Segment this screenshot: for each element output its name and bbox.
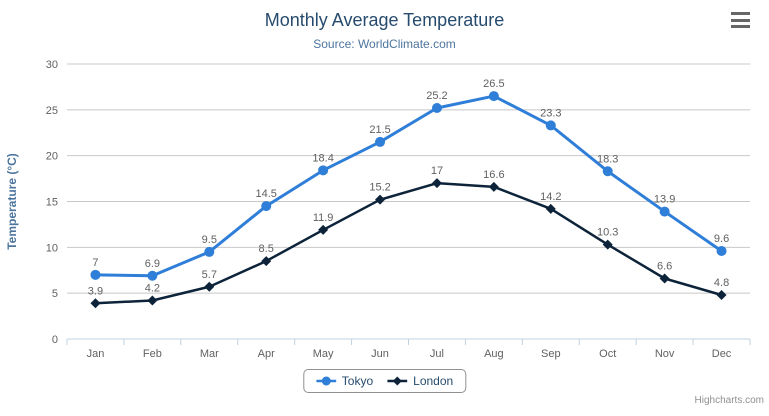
data-point-tokyo-apr[interactable] [261, 201, 272, 212]
data-label: 25.2 [426, 90, 447, 102]
data-label: 21.5 [369, 124, 390, 136]
x-axis-tick-label: Dec [712, 348, 732, 360]
hamburger-bar [731, 25, 750, 28]
data-label: 23.3 [540, 107, 561, 119]
data-label: 3.9 [88, 285, 103, 297]
x-axis-tick-label: Nov [655, 348, 675, 360]
x-axis-tick-label: Mar [200, 348, 219, 360]
x-axis-tick-label: May [313, 348, 334, 360]
data-point-london-jul[interactable] [431, 178, 442, 189]
y-axis-tick-label: 5 [52, 288, 58, 300]
data-label: 6.6 [657, 261, 672, 273]
legend-label: Tokyo [341, 374, 374, 388]
data-point-london-oct[interactable] [602, 239, 613, 250]
x-axis-tick-label: Oct [599, 348, 616, 360]
hamburger-bar [731, 18, 750, 22]
x-axis-tick-label: Aug [484, 348, 504, 360]
x-axis-tick-label: Jan [87, 348, 105, 360]
data-label: 13.9 [654, 194, 675, 206]
legend-item-tokyo[interactable]: Tokyo [315, 374, 374, 388]
data-label: 17 [431, 165, 443, 177]
x-axis-tick-label: Feb [143, 348, 162, 360]
data-point-tokyo-jul[interactable] [431, 103, 442, 113]
data-point-london-feb[interactable] [147, 295, 158, 306]
y-axis-tick-label: 20 [46, 151, 58, 163]
data-label: 9.6 [714, 233, 729, 245]
data-point-london-jan[interactable] [90, 298, 101, 309]
data-point-london-may[interactable] [318, 224, 329, 235]
data-point-london-mar[interactable] [204, 281, 215, 292]
data-point-tokyo-aug[interactable] [488, 91, 499, 102]
data-point-tokyo-mar[interactable] [204, 246, 215, 257]
data-point-tokyo-nov[interactable] [659, 206, 670, 217]
legend-label: London [413, 374, 454, 388]
data-label: 14.5 [255, 188, 276, 200]
circle-marker-icon [315, 376, 336, 386]
data-label: 7 [92, 257, 98, 269]
chart-title: Monthly Average Temperature [264, 10, 505, 30]
y-axis-tick-label: 30 [46, 59, 58, 71]
data-point-tokyo-sep[interactable] [545, 120, 556, 131]
x-axis-tick-label: Jul [430, 348, 444, 360]
chart-subtitle: Source: WorldClimate.com [313, 37, 456, 51]
data-point-london-aug[interactable] [488, 181, 499, 192]
x-axis-tick-label: Sep [541, 348, 561, 360]
data-point-tokyo-oct[interactable] [602, 166, 613, 177]
data-point-tokyo-may[interactable] [318, 165, 329, 176]
data-label: 9.5 [202, 234, 217, 246]
hamburger-menu-icon[interactable] [731, 12, 750, 28]
data-point-london-apr[interactable] [261, 256, 272, 267]
data-label: 11.9 [313, 212, 334, 224]
series-line-tokyo [93, 94, 724, 278]
data-point-tokyo-dec[interactable] [716, 246, 727, 256]
data-label: 14.2 [540, 191, 561, 203]
hamburger-bar [731, 12, 750, 15]
y-axis-tick-label: 25 [46, 105, 58, 117]
data-label: 5.7 [202, 269, 217, 281]
data-point-london-jun[interactable] [375, 194, 386, 205]
data-point-london-sep[interactable] [545, 203, 556, 214]
y-axis-title: Temperature (°C) [5, 153, 19, 250]
legend-item-london[interactable]: London [387, 374, 453, 388]
series-line-london [94, 181, 723, 305]
data-label: 18.4 [312, 152, 333, 164]
data-label: 6.9 [145, 258, 160, 270]
data-label: 8.5 [259, 243, 274, 255]
diamond-marker-icon [387, 376, 408, 386]
x-axis-tick-label: Jun [371, 348, 389, 360]
data-label: 16.6 [483, 169, 504, 181]
data-label: 26.5 [483, 78, 504, 90]
y-axis-tick-label: 10 [46, 242, 58, 254]
legend: Tokyo London [302, 369, 467, 393]
y-axis-tick-label: 15 [46, 197, 58, 209]
data-label: 10.3 [597, 227, 618, 239]
x-axis-tick-label: Apr [258, 348, 275, 360]
data-label: 4.2 [145, 283, 160, 295]
data-point-tokyo-jun[interactable] [375, 136, 386, 147]
data-label: 15.2 [369, 182, 390, 194]
data-point-tokyo-feb[interactable] [147, 270, 158, 281]
data-point-london-nov[interactable] [659, 273, 670, 284]
data-point-tokyo-jan[interactable] [90, 269, 101, 280]
credits-link[interactable]: Highcharts.com [694, 395, 764, 406]
data-label: 18.3 [597, 153, 618, 165]
y-axis-tick-label: 0 [52, 334, 58, 346]
data-label: 4.8 [714, 277, 729, 289]
data-point-london-dec[interactable] [716, 290, 727, 300]
